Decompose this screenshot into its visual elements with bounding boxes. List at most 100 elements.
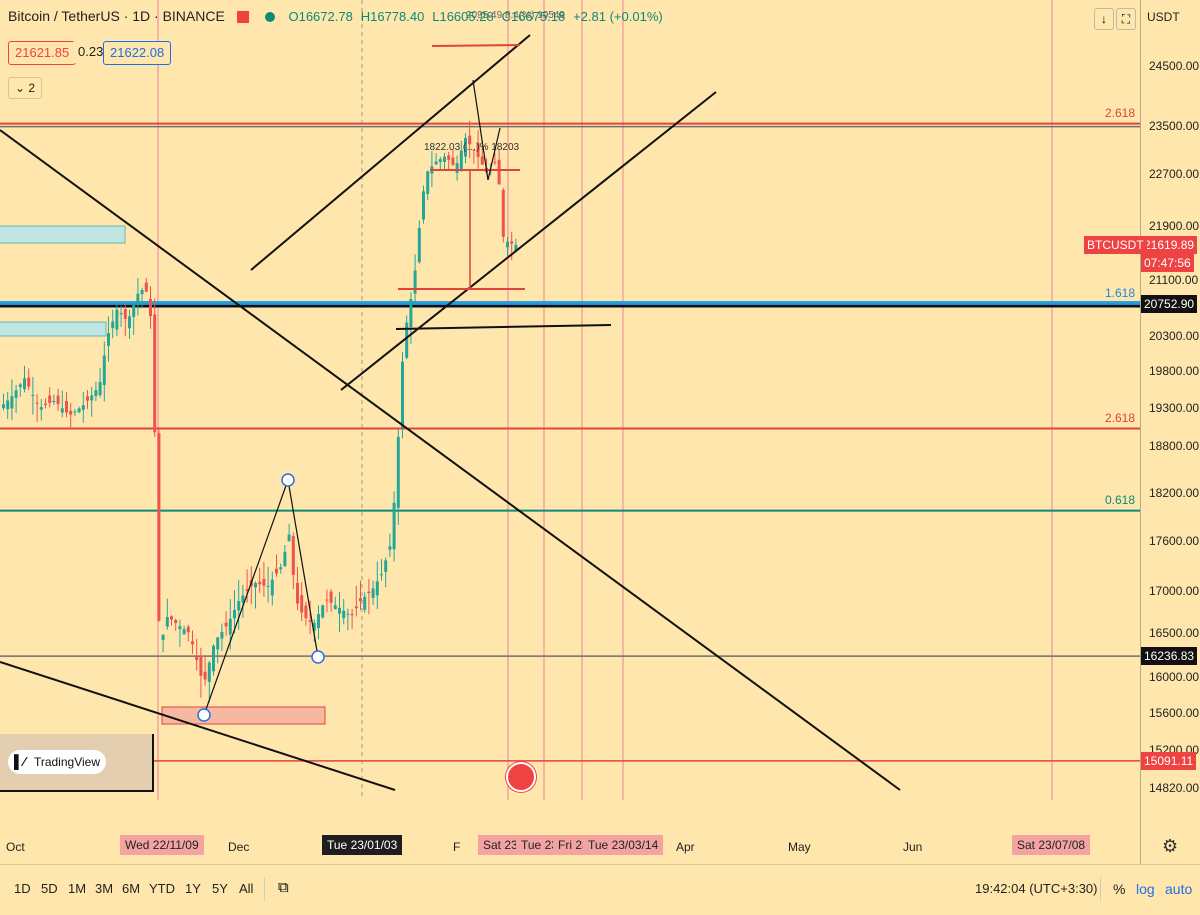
- candle-body: [6, 400, 10, 410]
- candle-body: [375, 581, 379, 596]
- candle-body: [18, 384, 22, 388]
- candle-body: [115, 309, 119, 330]
- timeframe-button[interactable]: 5D: [41, 881, 58, 896]
- currency-label[interactable]: USDT: [1147, 10, 1180, 24]
- date-range-icon[interactable]: ⧉: [278, 879, 289, 896]
- price-axis[interactable]: USDT 14820.00 15200.00 15600.00 16000.00 165…: [1140, 0, 1200, 870]
- timeframe-button[interactable]: YTD: [149, 881, 175, 896]
- candle-body: [216, 637, 220, 650]
- downtrend-line: [0, 129, 901, 791]
- fib-level-label: 2.618: [1105, 410, 1136, 425]
- channel-lower-line: [340, 91, 717, 391]
- candle-body: [23, 378, 26, 390]
- pattern-leg: [487, 127, 501, 181]
- candle-body: [422, 191, 425, 220]
- candle-body: [245, 589, 249, 591]
- candle-body: [207, 662, 211, 682]
- fullscreen-button[interactable]: ⛶: [1116, 8, 1136, 30]
- us-event-icon[interactable]: [506, 762, 536, 792]
- y-tick-label: 17600.00: [1149, 534, 1200, 548]
- y-tick-label: 16500.00: [1149, 626, 1200, 640]
- ohlc-change: +2.81 (+0.01%): [573, 9, 663, 24]
- candle-body: [409, 299, 413, 328]
- y-tick-label: 21900.00: [1149, 219, 1200, 233]
- candle-body: [354, 606, 358, 609]
- auto-toggle[interactable]: auto: [1165, 881, 1193, 897]
- candle-body: [69, 410, 73, 415]
- candle-body: [165, 617, 169, 627]
- candle-body: [388, 546, 392, 550]
- timeframe-button[interactable]: 1M: [68, 881, 87, 896]
- timeframe-button[interactable]: 5Y: [212, 881, 228, 896]
- price-tag-value: 20752.90: [1144, 297, 1195, 312]
- sell-price[interactable]: 21621.85: [8, 41, 77, 65]
- candle-body: [111, 321, 115, 329]
- indicators-toggle[interactable]: ⌄ 2: [8, 77, 43, 99]
- buy-price[interactable]: 21622.08: [103, 41, 172, 65]
- candle-body: [258, 581, 262, 585]
- candle-body: [342, 610, 346, 619]
- bottom-toolbar: 1D 5D 1M 3M 6M YTD 1Y 5Y All ⧉ 19:42:04 (UTC+3:3…: [0, 864, 1200, 915]
- ohlc-open: O16672.78: [288, 9, 353, 24]
- clock[interactable]: 19:42:04 (UTC+3:30): [975, 881, 1098, 896]
- candle-body: [510, 241, 514, 244]
- pattern-leg: [287, 479, 319, 658]
- candle-body: [396, 436, 400, 508]
- candle-body: [350, 613, 354, 616]
- time-axis[interactable]: Oct Wed 22/11/09 Dec Tue 23/01/03 F Sat 23 Tue…: [0, 830, 1200, 864]
- timeframe-button[interactable]: 1D: [14, 881, 31, 896]
- candle-body: [10, 396, 14, 409]
- horizontal-ray: [395, 324, 612, 330]
- candle-body: [186, 626, 190, 633]
- candle-body: [48, 395, 52, 403]
- price-tag: 15091.11: [1141, 751, 1197, 770]
- y-tick-label: 15600.00: [1149, 706, 1200, 720]
- candle-body: [480, 156, 484, 165]
- candle-body: [228, 618, 232, 635]
- candle-body: [199, 655, 203, 676]
- x-tick-label: Tue 23/03/14: [583, 835, 664, 855]
- candle-body: [392, 502, 396, 550]
- candle-body: [443, 156, 446, 162]
- percent-toggle[interactable]: %: [1113, 881, 1126, 897]
- y-tick-label: 22700.00: [1149, 167, 1200, 181]
- price-chart[interactable]: 1822.03 (…)% 18203 2095.49 8.4(%) 19549 B…: [0, 0, 1140, 800]
- timeframe-button[interactable]: 6M: [122, 881, 141, 896]
- candle-body: [455, 163, 459, 173]
- candle-body: [203, 671, 207, 680]
- y-tick-label: 19300.00: [1149, 401, 1200, 415]
- candle-body: [212, 645, 215, 672]
- candle-body: [174, 619, 178, 624]
- chart-canvas[interactable]: 1822.03 (…)% 18203 2095.49 8.4(%) 19549: [0, 0, 1140, 800]
- x-tick-label: Jun: [903, 840, 923, 854]
- timeframe-button[interactable]: 1Y: [185, 881, 201, 896]
- candle-body: [426, 171, 430, 194]
- candle-body: [447, 155, 451, 160]
- settings-gear-icon[interactable]: ⚙: [1162, 836, 1179, 856]
- y-tick-label: 18200.00: [1149, 486, 1200, 500]
- ohlc-low: L16605.28: [432, 9, 494, 24]
- price-tag-value: 21619.89: [1144, 237, 1195, 252]
- timeframe-button[interactable]: 3M: [95, 881, 114, 896]
- candle-body: [371, 588, 375, 598]
- candle-body: [476, 143, 480, 158]
- pattern-leg: [203, 479, 289, 716]
- candle-body: [2, 404, 5, 409]
- log-toggle[interactable]: log: [1136, 881, 1155, 897]
- candle-body: [157, 433, 161, 621]
- candle-body: [52, 400, 56, 402]
- arrow-down-button[interactable]: ↓: [1094, 8, 1114, 30]
- candle-body: [241, 595, 245, 603]
- candle-body: [149, 299, 152, 317]
- candle-body: [237, 601, 241, 611]
- candle-body: [321, 605, 325, 618]
- status-dot-icon: [264, 12, 275, 23]
- candle-body: [501, 190, 505, 237]
- divider: [1100, 877, 1101, 901]
- candle-body: [363, 596, 367, 610]
- timeframe-button[interactable]: All: [239, 881, 254, 896]
- candle-body: [65, 401, 68, 413]
- x-tick-label: Sat 23/07/08: [1012, 835, 1091, 855]
- candle-body: [329, 591, 333, 603]
- candle-body: [254, 582, 257, 588]
